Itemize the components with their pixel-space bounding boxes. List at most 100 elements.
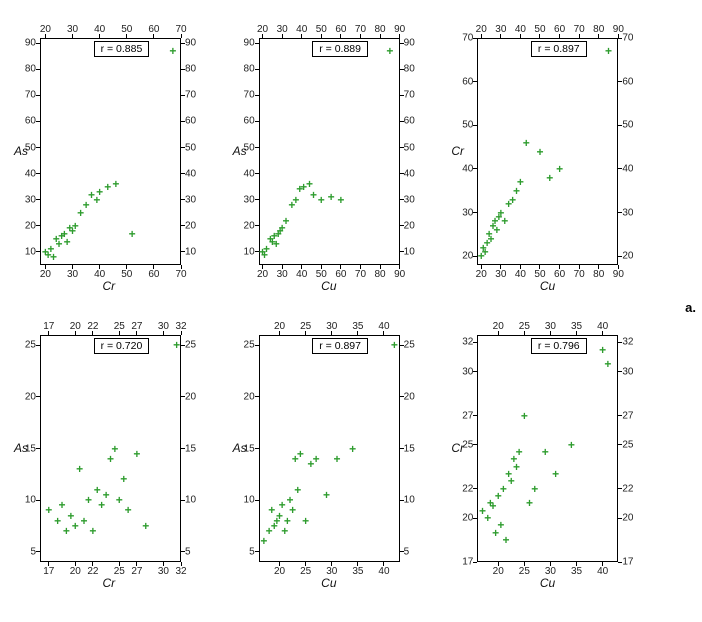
tickmark (181, 396, 185, 397)
tickmark (473, 371, 477, 372)
tickmark (36, 43, 40, 44)
tickmark (400, 173, 404, 174)
tickmark (500, 265, 501, 269)
tickmark (579, 265, 580, 269)
y-axis-label: As (14, 144, 28, 158)
xtick-label: 40 (597, 566, 608, 577)
xtick-label: 60 (554, 269, 565, 280)
tickmark (255, 251, 259, 252)
tickmark (136, 331, 137, 335)
scatter-grid: 2020303040405050606070701010202030304040… (0, 0, 670, 610)
ytick-label-right: 20 (185, 220, 196, 231)
tickmark (279, 331, 280, 335)
tickmark (498, 331, 499, 335)
ytick-label: 25 (239, 340, 255, 351)
ytick-label-right: 10 (404, 495, 415, 506)
tickmark (473, 415, 477, 416)
xtick-label: 20 (476, 269, 487, 280)
tickmark (136, 562, 137, 566)
ytick-label: 10 (239, 495, 255, 506)
data-point: + (72, 520, 79, 532)
tickmark (524, 331, 525, 335)
ytick-label: 30 (20, 194, 36, 205)
tickmark (181, 121, 185, 122)
y-axis-label: Cr (451, 144, 464, 158)
ytick-label-right: 10 (185, 495, 196, 506)
tickmark (181, 69, 185, 70)
ytick-label: 70 (20, 90, 36, 101)
ytick-label: 25 (20, 340, 36, 351)
tickmark (255, 147, 259, 148)
tickmark (473, 81, 477, 82)
tickmark (262, 265, 263, 269)
data-point: + (497, 519, 504, 531)
tickmark (181, 265, 182, 269)
tickmark (400, 551, 404, 552)
data-point: + (484, 512, 491, 524)
tickmark (181, 147, 185, 148)
tickmark (473, 342, 477, 343)
data-point: + (546, 172, 553, 184)
data-point: + (513, 461, 520, 473)
tickmark (340, 34, 341, 38)
scatter-panel-p3: 1717202022222525272730303232551010151520… (14, 317, 203, 590)
correlation-box: r = 0.897 (312, 338, 368, 354)
ytick-label: 50 (457, 120, 473, 131)
xtick-label: 50 (121, 269, 132, 280)
tickmark (618, 81, 622, 82)
data-point: + (391, 339, 398, 351)
tickmark (48, 562, 49, 566)
xtick-label: 20 (40, 269, 51, 280)
data-point: + (283, 215, 290, 227)
ytick-label: 20 (457, 251, 473, 262)
tickmark (181, 500, 185, 501)
ytick-label: 20 (457, 513, 473, 524)
tickmark (45, 34, 46, 38)
data-point: + (125, 504, 132, 516)
tickmark (181, 95, 185, 96)
tickmark (163, 331, 164, 335)
tickmark (579, 34, 580, 38)
tickmark (399, 265, 400, 269)
data-point: + (54, 515, 61, 527)
tickmark (618, 256, 622, 257)
tickmark (400, 121, 404, 122)
tickmark (618, 125, 622, 126)
ytick-label: 20 (20, 391, 36, 402)
tickmark (75, 331, 76, 335)
tickmark (48, 331, 49, 335)
tickmark (400, 500, 404, 501)
ytick-label: 40 (457, 163, 473, 174)
tickmark (36, 251, 40, 252)
figure-annotation: a. (685, 300, 696, 315)
xtick-label: 80 (593, 269, 604, 280)
data-point: + (337, 194, 344, 206)
plot-area (259, 335, 400, 562)
tickmark (473, 125, 477, 126)
data-point: + (493, 224, 500, 236)
tickmark (500, 34, 501, 38)
tickmark (72, 34, 73, 38)
tickmark (576, 331, 577, 335)
tickmark (305, 562, 306, 566)
data-point: + (129, 228, 136, 240)
tickmark (181, 448, 185, 449)
ytick-label: 17 (457, 557, 473, 568)
data-point: + (517, 176, 524, 188)
data-point: + (500, 483, 507, 495)
data-point: + (568, 439, 575, 451)
tickmark (72, 265, 73, 269)
tickmark (520, 265, 521, 269)
tickmark (602, 562, 603, 566)
scatter-panel-p4: 20202525303035354040551010151520202525As… (233, 317, 422, 590)
ytick-label-right: 50 (185, 142, 196, 153)
tickmark (181, 345, 185, 346)
tickmark (340, 265, 341, 269)
ytick-label-right: 25 (185, 340, 196, 351)
tickmark (36, 448, 40, 449)
tickmark (181, 331, 182, 335)
ytick-label: 70 (239, 90, 255, 101)
ytick-label-right: 15 (404, 443, 415, 454)
tickmark (282, 265, 283, 269)
xtick-label: 70 (175, 269, 186, 280)
